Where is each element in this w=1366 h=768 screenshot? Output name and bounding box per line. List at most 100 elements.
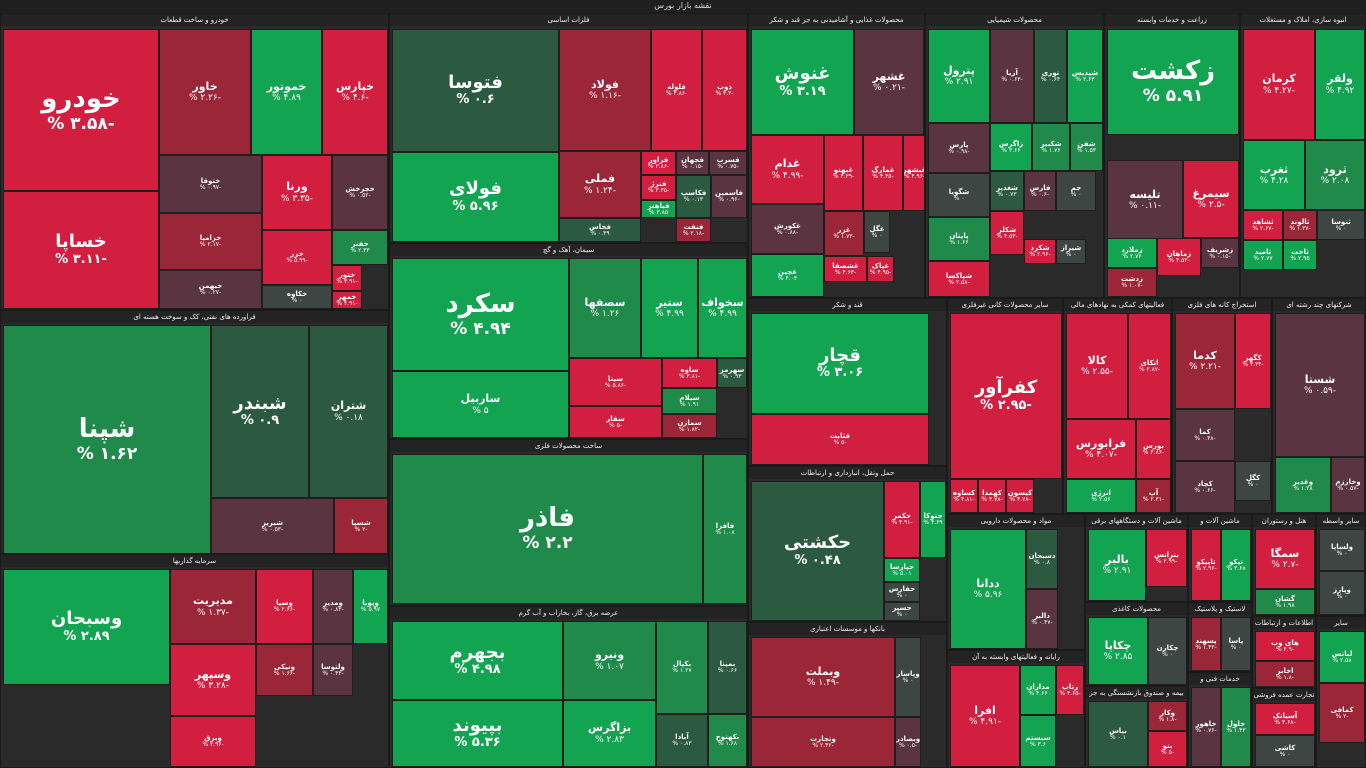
sector-title[interactable]: اطلاعات و ارتباطات [1253, 617, 1315, 629]
stock-tile[interactable]: نوری ۰.۶۴ % [1034, 29, 1067, 123]
stock-tile[interactable]: شسپا -۲ % [334, 498, 388, 553]
stock-tile[interactable]: زکشت ۵.۹۱ % [1107, 29, 1239, 135]
stock-tile[interactable]: تپکو ۳.۶۸ % [1221, 529, 1251, 601]
stock-tile[interactable]: خلول ۱.۴۳ % [1221, 687, 1251, 767]
stock-tile[interactable]: پسهند -۱.۴۳ % [1191, 617, 1221, 671]
stock-tile[interactable]: کمافی -۲ % [1319, 683, 1365, 743]
stock-tile[interactable]: کیسون -۴.۷۸ % [1006, 479, 1034, 513]
stock-tile[interactable]: ثنوسا ۰ % [1317, 210, 1365, 240]
stock-tile[interactable]: خکاوه ۰ % [262, 285, 332, 309]
stock-tile[interactable]: فتوسا ۰.۶ % [392, 29, 559, 152]
stock-tile[interactable]: شکرد -۲.۹۶ % [1024, 239, 1056, 264]
stock-tile[interactable]: شبریز -۰.۵۳ % [211, 498, 334, 553]
stock-tile[interactable]: شپنا ۱.۶۲ % [3, 325, 211, 553]
stock-tile[interactable]: ونیکی -۱.۶۶ % [256, 644, 313, 696]
stock-tile[interactable]: ونیرو ۱.۰۷ % [563, 621, 656, 700]
sector-title[interactable]: خدمات فنی و مهندسی [1189, 673, 1251, 695]
stock-tile[interactable]: وسپهر -۳.۲۸ % [170, 644, 256, 716]
stock-tile[interactable]: زملارد ۲.۷۶ % [1107, 238, 1157, 268]
stock-tile[interactable]: پترول ۲.۹۱ % [928, 29, 990, 123]
stock-tile[interactable]: بالبر ۲.۹۱ % [1088, 529, 1146, 601]
stock-tile[interactable]: سفار -۵ % [569, 406, 662, 438]
stock-tile[interactable]: دالبر -۰.۴۷ % [1026, 589, 1058, 649]
stock-tile[interactable]: بکهنوج ۱.۶۸ % [708, 714, 747, 767]
stock-tile[interactable]: وپارز ۰ % [1319, 571, 1365, 615]
stock-tile[interactable]: شپاکسا -۲.۵۸ % [928, 261, 990, 297]
stock-tile[interactable]: سمازن -۱.۸۲ % [662, 414, 717, 438]
stock-tile[interactable]: غدام -۴.۹۹ % [751, 135, 824, 204]
stock-tile[interactable]: ولساپا ۰ % [1319, 529, 1365, 571]
sector-title[interactable]: محصولات غذایی و آشامیدنی به جز قند و شکر [749, 14, 924, 26]
stock-tile[interactable]: غبشهر -۴.۹۶ % [903, 135, 924, 211]
stock-tile[interactable]: لبانس ۲.۵۸ % [1319, 631, 1365, 683]
sector-title[interactable]: هتل و رستوران [1253, 515, 1315, 527]
stock-tile[interactable]: پارس -۰.۹۸ % [928, 123, 990, 173]
sector-title[interactable]: ماشین آلات و دستگاههای برقی [1086, 515, 1187, 527]
stock-tile[interactable]: فنرژ -۳.۳۵ % [641, 175, 676, 200]
stock-tile[interactable]: کاشی ۰ % [1255, 735, 1315, 767]
stock-tile[interactable]: فلوله -۴.۸۶ % [651, 29, 702, 151]
stock-tile[interactable]: فکاسپ ۰.۱۳ % [676, 175, 711, 218]
stock-tile[interactable]: شیراز ۰ % [1056, 239, 1086, 264]
stock-tile[interactable]: بنو -۵ % [1148, 731, 1187, 767]
stock-tile[interactable]: پاپتان ۱.۶۶ % [928, 217, 990, 261]
sector-title[interactable]: محصولات کاغذی [1086, 603, 1187, 615]
sector-title[interactable]: بیمه و صندوق بازنشستگی به جز [1086, 687, 1187, 699]
stock-tile[interactable]: غکورش -۰.۸۸ % [751, 204, 824, 254]
stock-tile[interactable]: فخاس ۰.۴۹ % [559, 218, 641, 242]
stock-tile[interactable]: خمهر -۴.۹۱ % [332, 291, 362, 309]
stock-tile[interactable]: بورس -۴.۸۶ % [1136, 419, 1171, 479]
sector-title[interactable]: ساخت محصولات فلزی [390, 440, 747, 452]
stock-tile[interactable]: فزاور -۳.۸۶ % [641, 151, 676, 175]
stock-tile[interactable]: وکار -۱.۸ % [1148, 701, 1187, 731]
sector-title[interactable]: انبوه سازی، املاک و مستغلات [1241, 14, 1365, 26]
stock-tile[interactable]: انرژی ۲.۵۶ % [1066, 479, 1136, 513]
sector-title[interactable]: سایر محصولات کانی غیرفلزی [948, 299, 1062, 311]
stock-tile[interactable]: کفرآور -۲.۹۵ % [950, 313, 1062, 479]
stock-tile[interactable]: حفارس ۰ % [884, 582, 920, 602]
stock-tile[interactable]: چکارن ۰ % [1148, 617, 1187, 685]
stock-tile[interactable]: وبرق -۲.۹۶ % [170, 716, 256, 767]
stock-tile[interactable]: فاذر ۲.۲ % [392, 454, 703, 604]
stock-tile[interactable]: خاور -۲.۲۶ % [159, 29, 251, 155]
stock-tile[interactable]: خزامیا -۲.۱۷ % [159, 213, 262, 270]
stock-tile[interactable]: فولای ۵.۹۶ % [392, 152, 559, 242]
stock-tile[interactable]: حکمر -۴.۹۱ % [884, 481, 920, 558]
stock-tile[interactable]: شپدیس ۳.۶۳ % [1067, 29, 1103, 123]
stock-tile[interactable]: تلیسه -۰.۱۱ % [1107, 160, 1183, 240]
stock-tile[interactable]: خودرو -۳.۵۸ % [3, 29, 159, 191]
sector-title[interactable]: محصولات شیمیایی [926, 14, 1103, 26]
stock-tile[interactable]: ختوقا -۰.۹۷ % [159, 155, 262, 213]
stock-tile[interactable]: کگل ۰ % [1235, 461, 1271, 501]
stock-tile[interactable]: مدیریت -۱.۳۷ % [170, 569, 256, 644]
stock-tile[interactable]: چکاپا ۲.۸۵ % [1088, 617, 1148, 685]
stock-tile[interactable]: خبهمن -۰.۲۷ % [159, 270, 262, 309]
stock-tile[interactable]: پاسا ۰ % [1221, 617, 1251, 671]
stock-tile[interactable]: قچار ۳.۰۶ % [751, 313, 929, 414]
sector-title[interactable]: عرضه برق، گاز، بخاراب و آب گرم [390, 607, 747, 619]
stock-tile[interactable]: غبهنو -۴.۳۹ % [824, 135, 863, 211]
stock-tile[interactable]: تاپیکو -۲.۹۶ % [1191, 529, 1221, 601]
stock-tile[interactable]: کگهر -۴.۳۴ % [1235, 313, 1271, 409]
stock-tile[interactable]: گشان ۱.۹۸ % [1255, 589, 1315, 615]
sector-title[interactable]: سایر واسطه [1317, 515, 1365, 527]
stock-tile[interactable]: بترانس -۲.۹۹ % [1146, 529, 1187, 587]
stock-tile[interactable]: سمگا -۲.۷ % [1255, 529, 1315, 589]
stock-tile[interactable]: ستیر ۴.۹۹ % [641, 258, 698, 358]
stock-tile[interactable]: ولقر ۴.۹۲ % [1315, 29, 1365, 140]
sector-title[interactable]: زراعت و خدمات وابسته [1105, 14, 1239, 26]
stock-tile[interactable]: سیتا -۵.۸۶ % [569, 358, 662, 406]
stock-tile[interactable]: فباهنر ۳.۸۵ % [641, 200, 676, 218]
stock-tile[interactable]: خفنر ۲.۳۳ % [332, 230, 388, 265]
stock-tile[interactable]: حپارسا ۵.۰۱ % [884, 558, 920, 582]
stock-tile[interactable]: فجهان -۰.۱۵ % [676, 151, 709, 175]
stock-tile[interactable]: اخابر -۱.۸ % [1255, 661, 1315, 687]
stock-tile[interactable]: کچاد -۰.۶۶ % [1175, 461, 1235, 513]
stock-tile[interactable]: آبادا ۰.۸۳ % [656, 714, 708, 767]
stock-tile[interactable]: وغدیر ۱.۲۸ % [1275, 457, 1331, 513]
stock-tile[interactable]: سیستم ۳.۶ % [1020, 715, 1056, 767]
stock-tile[interactable]: جم ۰ % [1056, 171, 1096, 211]
sector-title[interactable]: شرکتهای چند رشته ای [1273, 299, 1365, 311]
stock-tile[interactable]: اتکای -۲.۸۷ % [1128, 313, 1171, 419]
sector-title[interactable]: خودرو و ساخت قطعات [1, 14, 388, 26]
